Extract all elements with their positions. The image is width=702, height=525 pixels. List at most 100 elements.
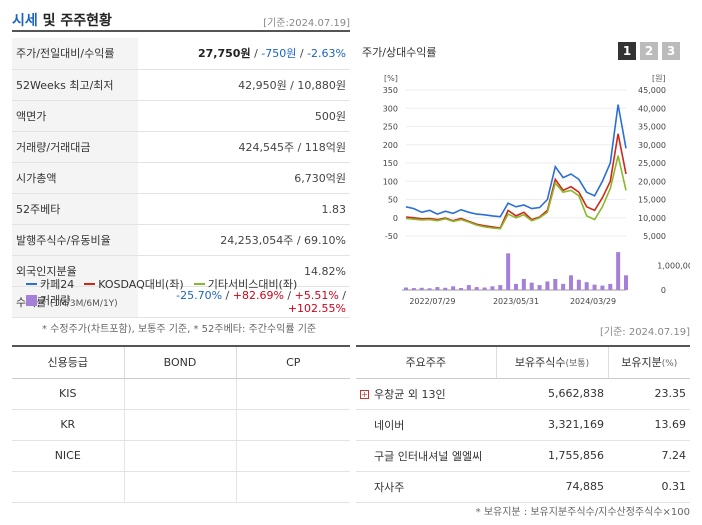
chart-panel: 주가/상대수익률 1 2 3 [%] [원] 350 45,000 300 40,000 2… bbox=[356, 38, 690, 312]
right-tick-label: 5,000 bbox=[643, 232, 666, 241]
table-header-row: 신용등급 BOND CP bbox=[12, 346, 350, 379]
table-row: 액면가 500원 bbox=[12, 100, 350, 132]
legend-item-sector: 기타서비스대비(좌) bbox=[193, 276, 298, 292]
bond-cell bbox=[123, 378, 236, 410]
table-row: 자사주 74,885 0.31 bbox=[356, 471, 690, 503]
volume-bar bbox=[482, 287, 487, 290]
table-row: 외국인지분율 14.82% bbox=[12, 255, 350, 288]
legend-line-icon bbox=[26, 283, 37, 285]
returns-sublabel: (1M/3M/6M/1Y) bbox=[49, 299, 118, 310]
row-value: 1.83 bbox=[138, 193, 350, 226]
row-label: 외국인지분율 bbox=[12, 255, 138, 288]
left-tick-label: 250 bbox=[383, 123, 398, 132]
volume-bar bbox=[521, 279, 526, 290]
bond-cell bbox=[123, 440, 236, 472]
volume-bar bbox=[427, 288, 432, 290]
row-value: 42,950원 / 10,880원 bbox=[138, 69, 350, 101]
holder-name[interactable]: 우창균 외 13인 bbox=[374, 387, 446, 401]
cp-cell bbox=[235, 471, 350, 503]
row-value: 24,253,054주 / 69.10% bbox=[138, 224, 350, 257]
volume-bar bbox=[576, 279, 581, 290]
volume-bar bbox=[569, 275, 573, 290]
table-row: 시가총액 6,730억원 bbox=[12, 162, 350, 194]
cp-cell bbox=[235, 409, 350, 441]
expand-plus-icon[interactable]: + bbox=[360, 389, 369, 399]
volume-bar bbox=[459, 288, 463, 290]
holder-name: 구글 인터내셔널 엘엘씨 bbox=[356, 440, 496, 472]
holder-pct: 23.35 bbox=[608, 378, 690, 410]
agency-cell bbox=[12, 471, 124, 503]
price-chart: [%] [원] 350 45,000 300 40,000 250 35,000 200 30,0… bbox=[383, 74, 690, 306]
volume-bar bbox=[537, 285, 542, 290]
agency-cell: NICE bbox=[12, 440, 124, 472]
right-tick-label: 35,000 bbox=[638, 123, 666, 132]
left-tick-label: 200 bbox=[383, 141, 398, 150]
row-label: 주가/전일대비/수익률 bbox=[12, 38, 138, 70]
chart-tab-1[interactable]: 1 bbox=[618, 42, 636, 60]
current-price: 27,750원 bbox=[198, 47, 251, 61]
holder-name: 네이버 bbox=[356, 409, 496, 441]
legend-square-icon bbox=[26, 294, 37, 306]
volume-bar bbox=[514, 283, 518, 290]
base-date-2: [기준: 2024.07.19] bbox=[599, 327, 690, 338]
row-label: 발행주식수/유동비율 bbox=[12, 224, 138, 257]
table-row: 52주베타 1.83 bbox=[12, 193, 350, 226]
agency-cell: KIS bbox=[12, 378, 124, 410]
returns-value: -25.70% / +82.69% / +5.51% / +102.55% bbox=[138, 286, 350, 319]
volume-bar bbox=[592, 284, 597, 290]
return-1m: -25.70% bbox=[176, 289, 223, 303]
legend-label: 기타서비스대비(좌) bbox=[207, 278, 298, 291]
row-label: 시가총액 bbox=[12, 162, 138, 194]
holder-shares: 5,662,838 bbox=[496, 378, 608, 410]
left-tick-label: 300 bbox=[383, 104, 398, 113]
chart-title: 주가/상대수익률 bbox=[362, 46, 437, 59]
right-tick-label: 10,000 bbox=[638, 214, 666, 223]
return-1y: +102.55% bbox=[287, 302, 346, 316]
legend-item-volume: 거래량 bbox=[26, 292, 70, 308]
holder-pct: 0.31 bbox=[608, 471, 690, 503]
volume-bar bbox=[529, 282, 534, 290]
bond-cell bbox=[123, 409, 236, 441]
volume-bar bbox=[419, 287, 424, 290]
title-main: 시세 bbox=[12, 13, 38, 29]
volume-bar bbox=[506, 253, 511, 290]
col-header: 보유주식수(보통) bbox=[495, 346, 608, 379]
right-tick-label: 40,000 bbox=[638, 104, 666, 113]
holder-shares: 74,885 bbox=[496, 471, 608, 503]
price-value: 27,750원 / -750원 / -2.63% bbox=[138, 38, 350, 70]
chart-tab-2[interactable]: 2 bbox=[640, 42, 658, 60]
volume-bar bbox=[498, 285, 503, 290]
left-tick-label: -50 bbox=[385, 232, 398, 241]
right-tick-label: 15,000 bbox=[638, 196, 666, 205]
chart-tab-3[interactable]: 3 bbox=[662, 42, 680, 60]
volume-bar bbox=[474, 287, 479, 290]
col-header-sub: (%) bbox=[661, 359, 678, 370]
legend-label: 카페24 bbox=[40, 278, 75, 291]
volume-bar bbox=[490, 286, 495, 290]
x-tick-label: 2022/07/29 bbox=[409, 297, 455, 306]
col-header: BOND bbox=[123, 346, 236, 379]
series-line-1 bbox=[405, 133, 627, 229]
volume-bar bbox=[545, 281, 550, 290]
right-unit-label: [원] bbox=[652, 74, 666, 83]
volume-bar bbox=[466, 285, 471, 290]
left-tick-label: 350 bbox=[383, 86, 398, 95]
volume-bar bbox=[443, 287, 448, 290]
row-value: 424,545주 / 118억원 bbox=[138, 131, 350, 163]
table-row: + 우창균 외 13인 5,662,838 23.35 bbox=[356, 378, 690, 410]
holder-name-cell: + 우창균 외 13인 bbox=[356, 378, 496, 410]
left-tick-label: 0 bbox=[393, 214, 398, 223]
base-date: [기준:2024.07.19] bbox=[263, 18, 350, 29]
table-row: 발행주식수/유동비율 24,253,054주 / 69.10% bbox=[12, 224, 350, 257]
volume-bar bbox=[404, 287, 408, 290]
holder-pct: 13.69 bbox=[608, 409, 690, 441]
table-row: 네이버 3,321,169 13.69 bbox=[356, 409, 690, 441]
return-6m: +5.51% bbox=[294, 289, 339, 303]
table-row: 주가/전일대비/수익률 27,750원 / -750원 / -2.63% bbox=[12, 38, 350, 70]
table-row: KIS bbox=[12, 378, 350, 410]
bond-cell bbox=[123, 471, 236, 503]
chart-legend: 카페24 KOSDAQ대비(좌) 기타서비스대비(좌) 거래량 bbox=[26, 276, 346, 308]
footnote-stock: * 수정주가(차트포함), 보통주 기준, * 52주베타: 주간수익률 기준 bbox=[42, 324, 317, 335]
volume-tick-label: 1,000,000 bbox=[657, 262, 690, 271]
col-header: 보유지분(%) bbox=[607, 346, 690, 379]
